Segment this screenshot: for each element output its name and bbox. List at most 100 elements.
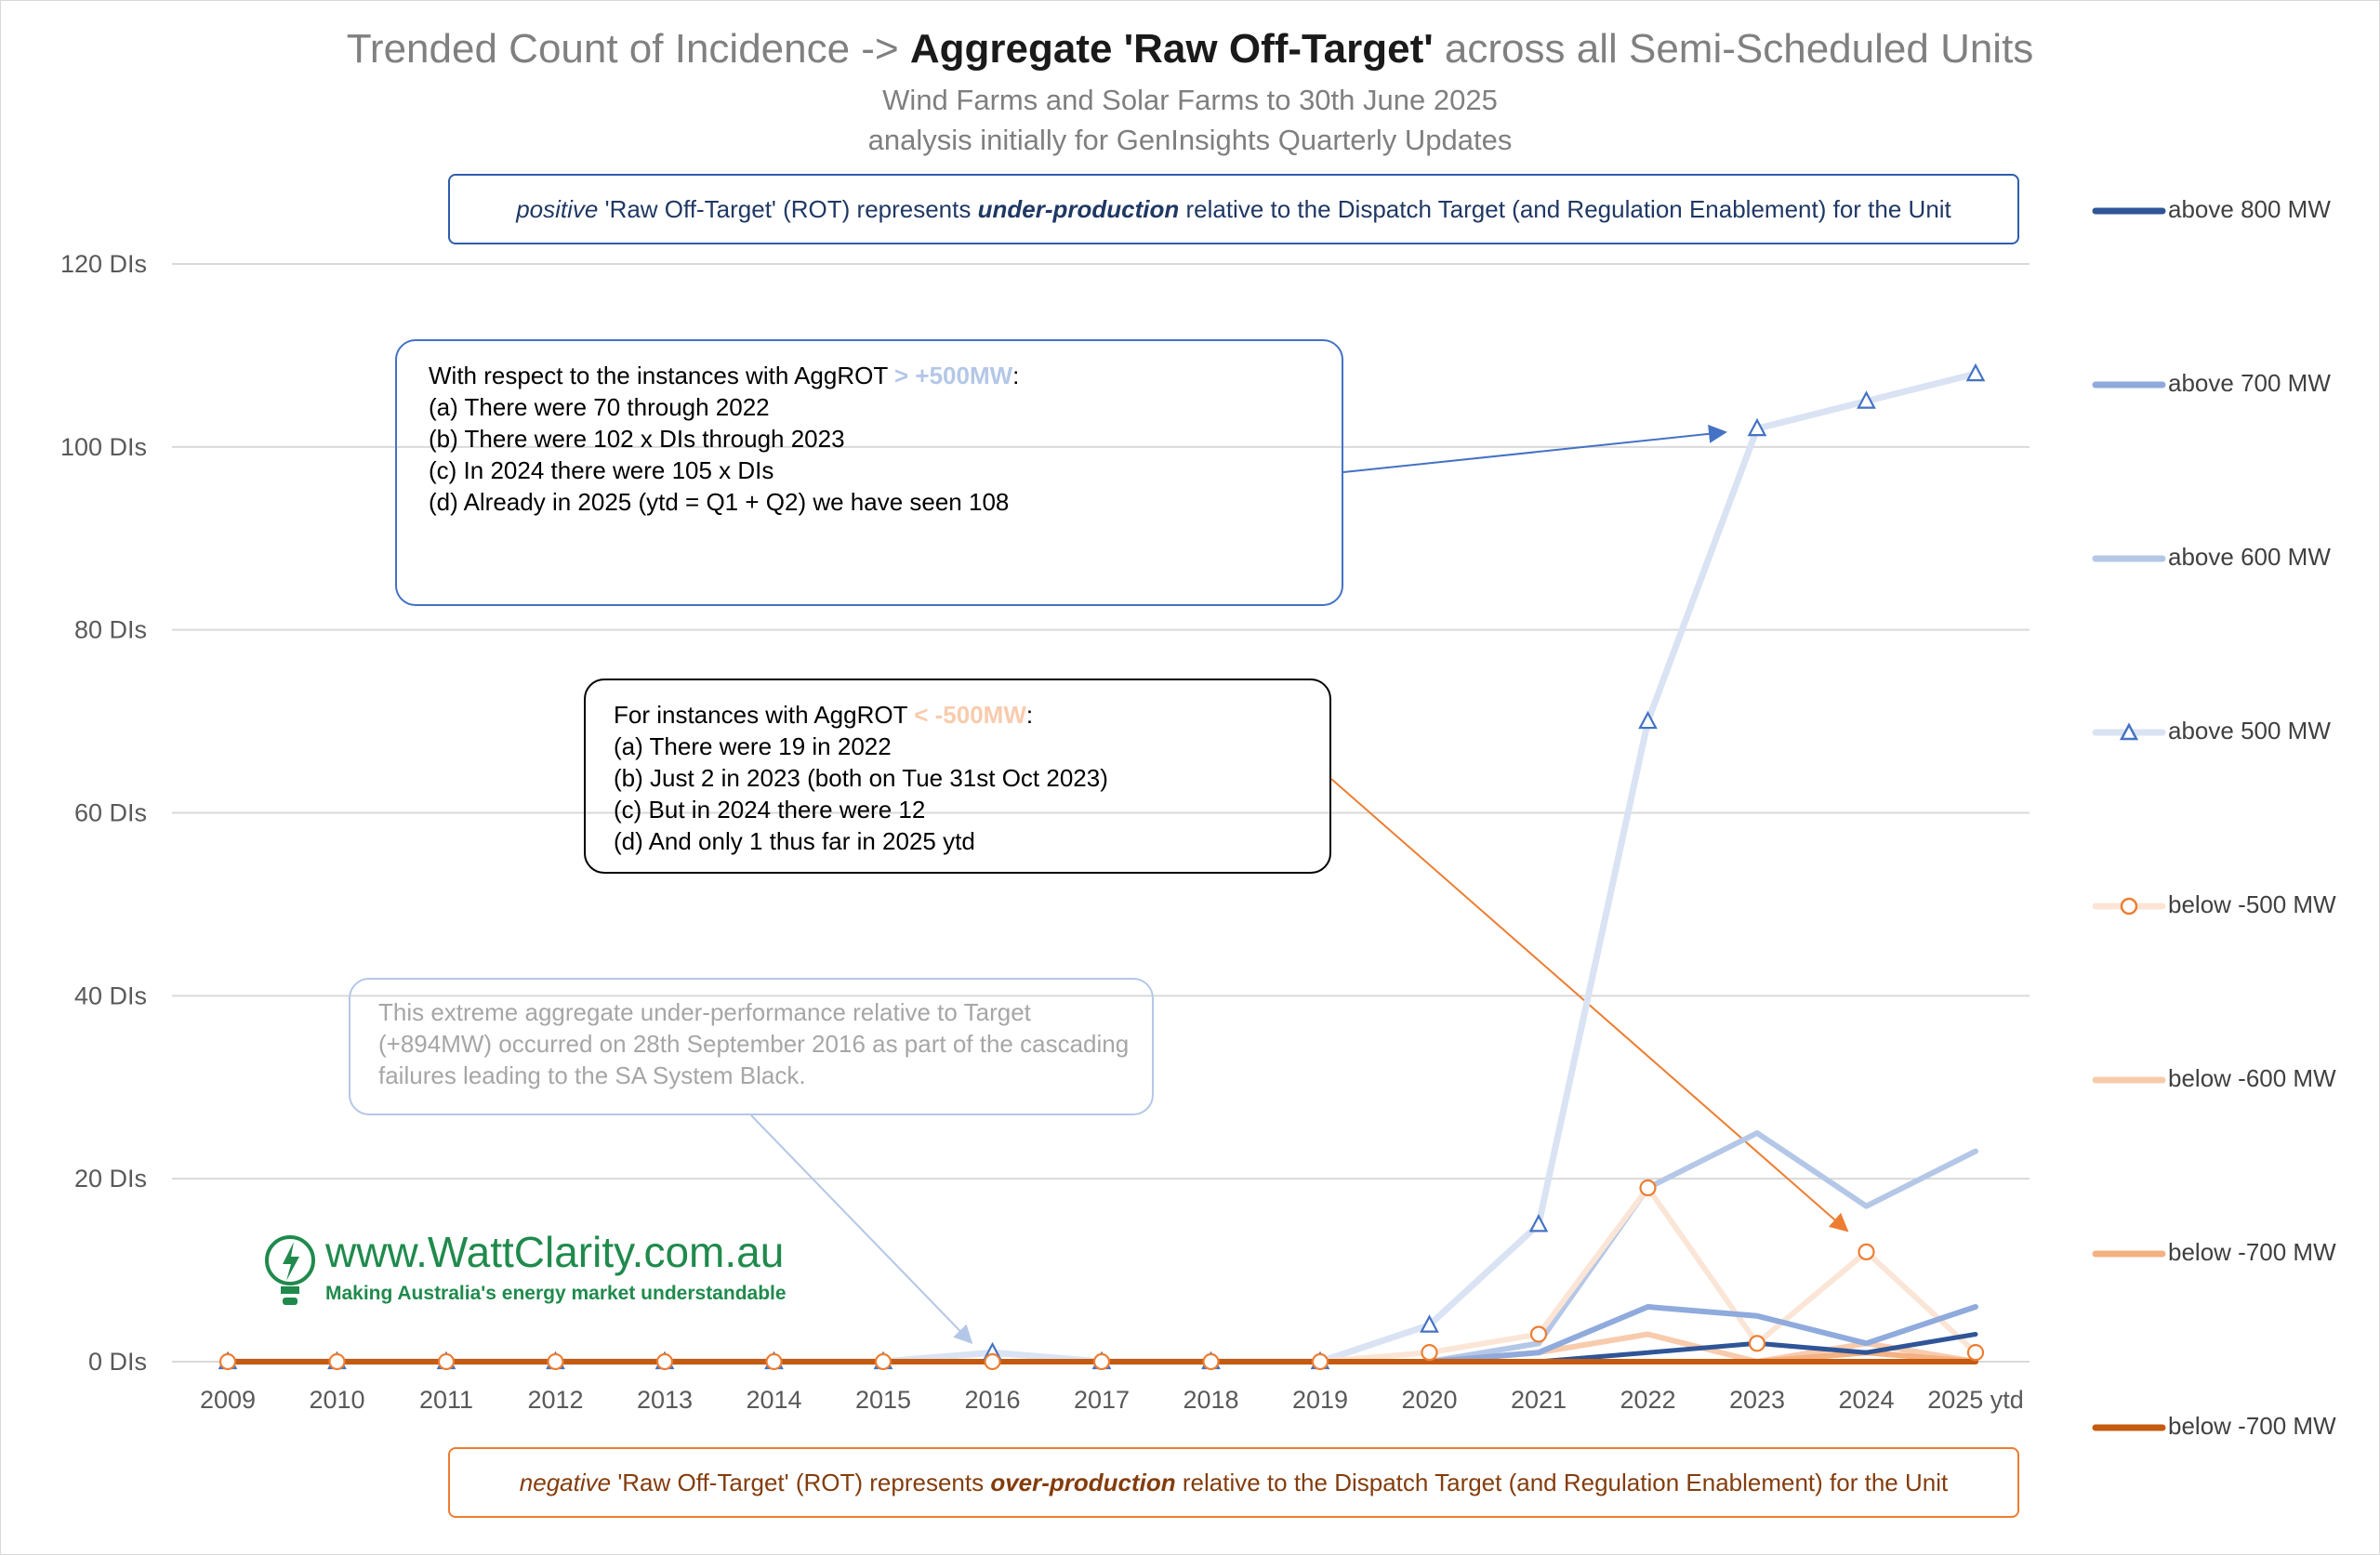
- lightbulb-icon: [265, 1235, 315, 1305]
- logo-text: www.WattClarity.com.au: [325, 1228, 785, 1276]
- legend-label: above 700 MW: [2168, 369, 2331, 397]
- callout-below-500-line: (c) But in 2024 there were 12: [614, 796, 926, 824]
- callout-below-500-heading: For instances with AggROT < -500MW:: [614, 701, 1034, 729]
- x-tick-label: 2019: [1292, 1386, 1348, 1414]
- point-marker: [1529, 1325, 1548, 1343]
- callout-2016-line: (+894MW) occurred on 28th September 2016…: [378, 1030, 1130, 1058]
- gridlines: [172, 263, 2030, 1363]
- x-tick-label: 2010: [309, 1386, 364, 1414]
- callout-above-500-line: (a) There were 70 through 2022: [429, 393, 770, 421]
- point-marker: [1966, 1344, 1985, 1362]
- circle-marker-icon: [2120, 897, 2138, 916]
- legend-label: above 500 MW: [2168, 717, 2331, 745]
- legend-entry[interactable]: above 800 MW: [2092, 192, 2371, 230]
- legend-swatch: [2092, 897, 2166, 916]
- note-negative-rot: negative 'Raw Off-Target' (ROT) represen…: [448, 1447, 2019, 1518]
- logo-tagline: Making Australia's energy market underst…: [325, 1283, 787, 1304]
- point-marker: [1857, 390, 1876, 409]
- x-tick-label: 2013: [637, 1386, 693, 1414]
- x-tick-label: 2018: [1183, 1386, 1238, 1414]
- subtitle-line-2: analysis initially for GenInsights Quart…: [867, 124, 1513, 156]
- x-tick-label: 2021: [1511, 1386, 1567, 1414]
- point-marker: [1528, 1214, 1549, 1232]
- callout-below-500: For instances with AggROT < -500MW: (a) …: [584, 679, 1331, 874]
- x-tick-label: 2009: [200, 1386, 256, 1414]
- legend-entry[interactable]: below -600 MW: [2092, 1061, 2371, 1099]
- y-tick-label: 100 DIs: [60, 433, 147, 461]
- arrow-to-2016-point: [750, 1114, 973, 1345]
- callout-2016-line: This extreme aggregate under-performance…: [378, 998, 1031, 1026]
- legend-label: above 800 MW: [2168, 195, 2331, 223]
- x-tick-label: 2015: [855, 1386, 911, 1414]
- point-marker: [874, 1352, 892, 1371]
- legend-swatch: [2092, 722, 2166, 741]
- legend-entry[interactable]: below -700 MW: [2092, 1235, 2371, 1272]
- x-axis-ticks: 2009 2010 2011 2012 2013 2014 2015 2016 2017 2018…: [200, 1386, 2024, 1414]
- point-marker: [1858, 1243, 1875, 1261]
- legend-label: below -700 MW: [2168, 1412, 2336, 1440]
- point-marker: [1202, 1352, 1220, 1371]
- series-markers: [218, 362, 1986, 1371]
- callout-below-500-line: (b) Just 2 in 2023 (both on Tue 31st Oct…: [614, 764, 1108, 792]
- point-marker: [547, 1352, 564, 1371]
- legend-swatch: [2092, 1250, 2166, 1258]
- chart-title: Trended Count of Incidence -> Aggregate …: [346, 26, 2034, 72]
- x-tick-label: 2022: [1620, 1386, 1675, 1414]
- triangle-marker-icon: [2119, 722, 2139, 741]
- y-tick-label: 0 DIs: [88, 1348, 147, 1376]
- callout-above-500-line: (c) In 2024 there were 105 x DIs: [429, 456, 774, 484]
- legend-entry[interactable]: above 600 MW: [2092, 540, 2371, 577]
- legend-swatch: [2092, 1076, 2166, 1084]
- y-tick-label: 60 DIs: [74, 799, 147, 827]
- y-tick-label: 120 DIs: [60, 250, 147, 278]
- point-marker: [328, 1352, 346, 1371]
- x-tick-label: 2025 ytd: [1927, 1386, 2024, 1414]
- legend-label: above 600 MW: [2168, 543, 2331, 571]
- legend-label: below -500 MW: [2168, 890, 2336, 918]
- legend-swatch: [2092, 207, 2166, 215]
- point-marker: [655, 1352, 674, 1371]
- x-tick-label: 2023: [1729, 1386, 1785, 1414]
- x-tick-label: 2014: [746, 1386, 801, 1414]
- point-marker: [1748, 1335, 1766, 1352]
- note-positive-rot: positive 'Raw Off-Target' (ROT) represen…: [448, 174, 2019, 244]
- legend-swatch: [2092, 1424, 2166, 1431]
- callout-above-500: With respect to the instances with AggRO…: [395, 339, 1343, 606]
- legend-swatch: [2092, 381, 2166, 389]
- legend-label: below -700 MW: [2168, 1238, 2336, 1266]
- x-tick-label: 2020: [1401, 1386, 1457, 1414]
- legend-entry[interactable]: below -700 MW: [2092, 1409, 2371, 1446]
- callout-above-500-line: (d) Already in 2025 (ytd = Q1 + Q2) we h…: [429, 488, 1010, 516]
- callout-below-500-line: (d) And only 1 thus far in 2025 ytd: [614, 827, 975, 855]
- point-marker: [765, 1352, 783, 1371]
- point-marker: [1965, 362, 1986, 382]
- legend-entry[interactable]: above 500 MW: [2092, 714, 2371, 751]
- x-tick-label: 2017: [1074, 1386, 1130, 1414]
- y-tick-label: 20 DIs: [74, 1165, 147, 1193]
- point-marker: [1092, 1352, 1111, 1371]
- point-marker: [1421, 1344, 1438, 1362]
- point-marker: [1420, 1314, 1439, 1333]
- point-marker: [218, 1352, 237, 1371]
- callout-below-500-line: (a) There were 19 in 2022: [614, 732, 892, 760]
- x-tick-label: 2024: [1838, 1386, 1894, 1414]
- point-marker: [984, 1352, 1001, 1371]
- arrow-to-2023-point: [1342, 424, 1727, 473]
- y-tick-label: 80 DIs: [74, 616, 147, 644]
- point-marker: [1638, 710, 1658, 730]
- x-tick-label: 2016: [964, 1386, 1020, 1414]
- legend-entry[interactable]: below -500 MW: [2092, 888, 2371, 925]
- point-marker: [1311, 1352, 1329, 1371]
- x-tick-label: 2011: [419, 1386, 473, 1414]
- legend-entry[interactable]: above 700 MW: [2092, 366, 2371, 403]
- y-axis-ticks: 0 DIs 20 DIs 40 DIs 60 DIs 80 DIs 100 DIs 120 …: [60, 250, 147, 1376]
- point-marker: [437, 1352, 456, 1371]
- callout-2016-line: failures leading to the SA System Black.: [378, 1061, 806, 1089]
- point-marker: [1639, 1179, 1657, 1197]
- y-tick-label: 40 DIs: [74, 982, 147, 1009]
- wattclarity-logo: www.WattClarity.com.au Making Australia'…: [262, 1227, 839, 1320]
- legend-label: below -600 MW: [2168, 1064, 2336, 1092]
- subtitle-line-1: Wind Farms and Solar Farms to 30th June …: [882, 84, 1498, 116]
- x-tick-label: 2012: [527, 1386, 583, 1414]
